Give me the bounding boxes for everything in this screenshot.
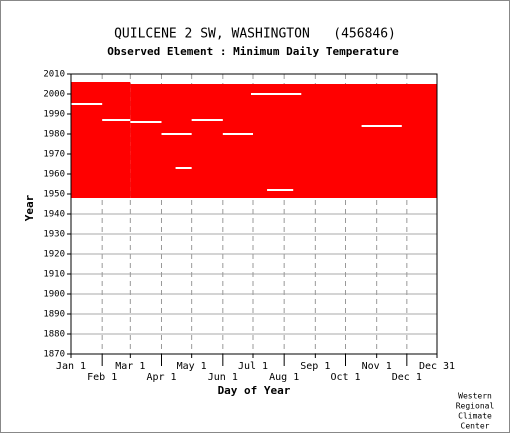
x-tick-label: Aug 1 bbox=[269, 372, 299, 383]
data-block bbox=[71, 82, 131, 198]
y-tick-label: 1960 bbox=[43, 170, 65, 180]
data-gap bbox=[175, 167, 192, 169]
x-tick-label: Jan 1 bbox=[56, 361, 86, 372]
x-tick-label: May 1 bbox=[177, 361, 207, 372]
y-tick-label: 1990 bbox=[43, 110, 65, 120]
x-tick-label: Dec 31 bbox=[419, 361, 455, 372]
credit-line: Climate bbox=[458, 412, 492, 421]
data-gap bbox=[71, 103, 103, 105]
data-gap bbox=[102, 119, 131, 121]
credit-line: Regional bbox=[456, 402, 495, 411]
plot-border bbox=[70, 73, 438, 355]
data-gap bbox=[222, 133, 253, 135]
data-block bbox=[130, 84, 438, 198]
y-tick-label: 1980 bbox=[43, 130, 65, 140]
x-axis-label: Day of Year bbox=[218, 384, 291, 397]
chart-subtitle: Observed Element : Minimum Daily Tempera… bbox=[107, 45, 399, 58]
y-tick-label: 2000 bbox=[43, 90, 65, 100]
data-gap bbox=[250, 93, 302, 95]
x-tick-label: Mar 1 bbox=[115, 361, 145, 372]
x-tick-label: Jul 1 bbox=[238, 361, 268, 372]
y-tick-label: 1870 bbox=[43, 350, 65, 360]
x-tick-label: Sep 1 bbox=[300, 361, 330, 372]
y-tick-label: 1950 bbox=[43, 190, 65, 200]
credit-line: Center bbox=[461, 422, 490, 431]
data-gap bbox=[130, 121, 162, 123]
y-tick-label: 1890 bbox=[43, 310, 65, 320]
y-tick-label: 1900 bbox=[43, 290, 65, 300]
x-tick-label: Nov 1 bbox=[362, 361, 392, 372]
y-tick-label: 1920 bbox=[43, 250, 65, 260]
y-tick-label: 1940 bbox=[43, 210, 65, 220]
data-gap bbox=[267, 189, 294, 191]
x-tick-label: Oct 1 bbox=[330, 372, 360, 383]
x-tick-label: Feb 1 bbox=[87, 372, 117, 383]
y-tick-label: 1880 bbox=[43, 330, 65, 340]
y-tick-label: 1930 bbox=[43, 230, 65, 240]
data-gap bbox=[191, 119, 223, 121]
y-tick-label: 1910 bbox=[43, 270, 65, 280]
x-tick-label: Apr 1 bbox=[146, 372, 176, 383]
credit-line: Western bbox=[458, 392, 492, 401]
x-tick-label: Jun 1 bbox=[208, 372, 238, 383]
y-tick-label: 1970 bbox=[43, 150, 65, 160]
data-gap bbox=[361, 125, 402, 127]
data-gap bbox=[161, 133, 192, 135]
chart-title: QUILCENE 2 SW, WASHINGTON (456846) bbox=[114, 27, 396, 42]
x-tick-label: Dec 1 bbox=[392, 372, 422, 383]
y-tick-label: 2010 bbox=[43, 70, 65, 80]
y-axis-label: Year bbox=[23, 194, 36, 221]
